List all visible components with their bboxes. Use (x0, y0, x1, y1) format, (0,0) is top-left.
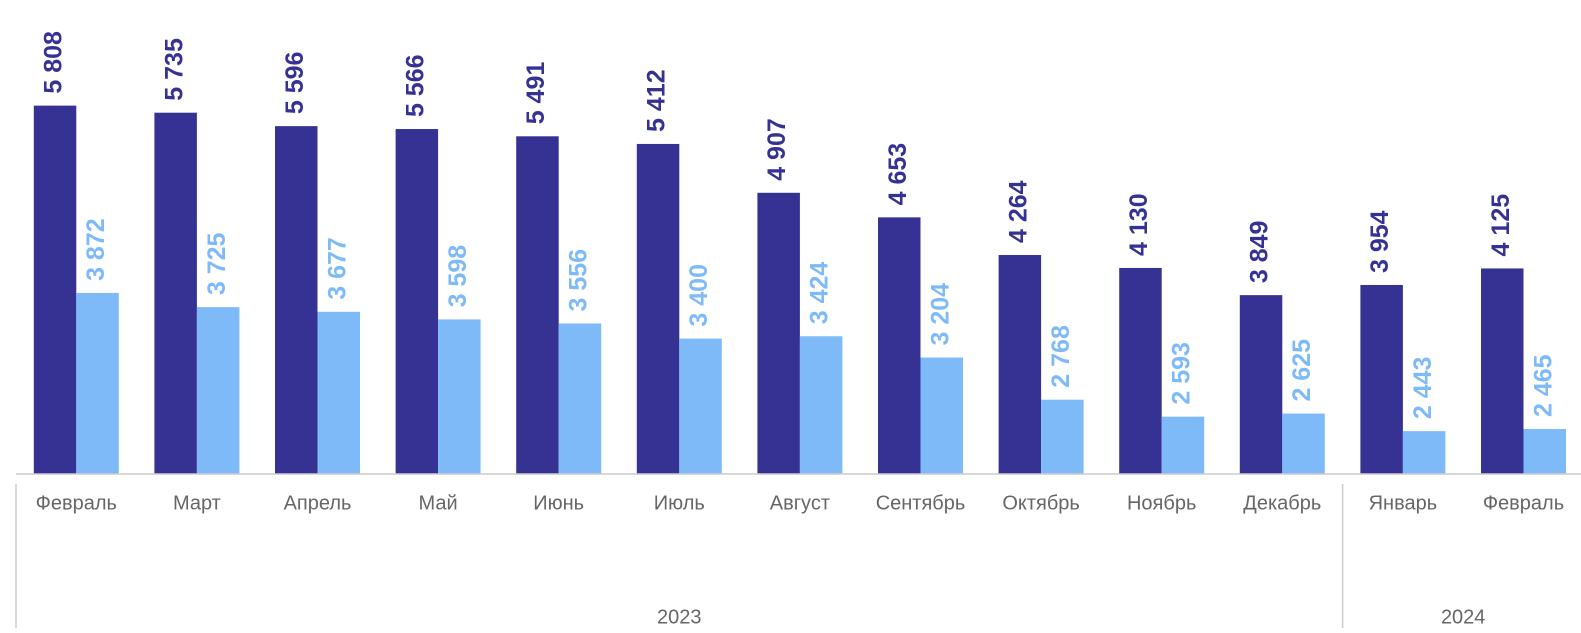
value-label: 2 443 (1409, 357, 1437, 420)
bar (920, 357, 963, 474)
x-tick-label: Апрель (284, 492, 352, 514)
value-label: 3 400 (685, 264, 713, 327)
bar (275, 126, 318, 475)
value-label: 3 204 (926, 283, 954, 346)
value-label: 4 130 (1125, 193, 1153, 256)
value-label: 3 872 (82, 218, 110, 281)
bar (438, 319, 481, 474)
bar (636, 143, 680, 474)
value-label: 4 264 (1004, 180, 1032, 243)
x-tick-label: Июль (654, 492, 705, 514)
value-label: 5 735 (160, 38, 188, 101)
value-label: 2 593 (1168, 342, 1196, 405)
bar (1161, 416, 1205, 474)
value-label: 4 907 (763, 118, 791, 181)
value-label: 2 465 (1529, 354, 1557, 417)
value-label: 3 556 (565, 249, 593, 312)
bar (878, 217, 921, 474)
x-tick-label: Декабрь (1243, 492, 1321, 514)
bar (998, 254, 1042, 474)
bar (317, 311, 360, 474)
value-label: 5 566 (401, 54, 429, 117)
value-label: 3 424 (806, 262, 834, 325)
bar (33, 105, 77, 475)
x-tick-label: Октябрь (1002, 492, 1080, 514)
x-tick-label: Май (419, 492, 458, 514)
bar (679, 338, 722, 474)
x-tick-label: Август (770, 492, 830, 514)
value-label: 2 625 (1288, 339, 1316, 402)
group-label: 2023 (657, 606, 702, 628)
value-label: 5 596 (281, 52, 309, 115)
value-label: 5 412 (643, 69, 671, 132)
value-label: 3 954 (1366, 210, 1394, 273)
bar (1239, 295, 1283, 474)
bar (76, 292, 119, 474)
value-label: 2 768 (1047, 325, 1075, 388)
value-label: 4 125 (1487, 194, 1515, 257)
value-label: 3 849 (1246, 221, 1274, 284)
value-label: 4 653 (884, 143, 912, 206)
group-label: 2024 (1441, 606, 1486, 628)
value-label: 3 598 (444, 245, 472, 308)
x-tick-label: Июнь (533, 492, 584, 514)
x-tick-label: Январь (1369, 492, 1438, 514)
bar (154, 112, 197, 474)
bar (196, 307, 240, 474)
bar (1402, 431, 1446, 474)
bar (516, 136, 559, 474)
bar (1041, 399, 1084, 474)
x-tick-label: Февраль (36, 492, 117, 514)
value-label: 5 491 (522, 62, 550, 125)
bar (1481, 268, 1524, 474)
bar (1119, 267, 1162, 474)
bar (757, 192, 800, 475)
x-tick-label: Ноябрь (1127, 492, 1196, 514)
value-label: 5 808 (40, 31, 68, 94)
x-tick-label: Февраль (1483, 492, 1564, 514)
value-label: 3 725 (203, 232, 231, 295)
x-tick-label: Сентябрь (876, 492, 966, 514)
bar (558, 323, 602, 474)
value-label: 3 677 (323, 237, 351, 300)
bar (1360, 284, 1403, 474)
bar (1282, 413, 1325, 474)
x-tick-label: Март (173, 492, 221, 514)
bar (1523, 429, 1566, 474)
bar (395, 129, 439, 475)
bar (799, 336, 843, 474)
